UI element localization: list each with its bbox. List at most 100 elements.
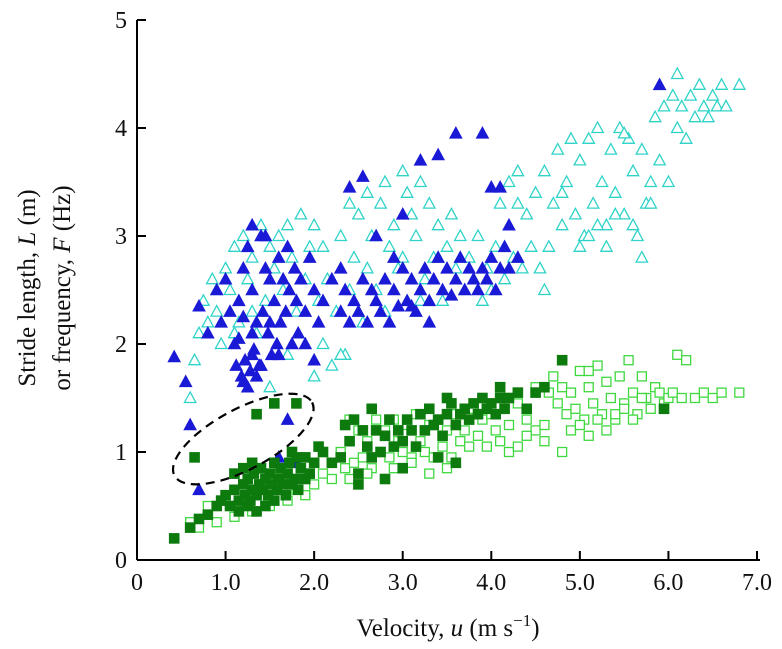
data-point-series-1 bbox=[524, 239, 538, 252]
data-point-series-2 bbox=[457, 282, 472, 296]
data-point-series-1 bbox=[635, 250, 649, 263]
data-point-series-4 bbox=[266, 479, 277, 490]
data-point-series-3 bbox=[512, 398, 524, 409]
data-point-series-2 bbox=[263, 271, 277, 285]
annotation-layer bbox=[171, 392, 315, 486]
data-point-series-3 bbox=[202, 500, 214, 512]
data-point-series-1 bbox=[617, 126, 631, 139]
data-point-series-2 bbox=[369, 228, 383, 242]
data-point-series-1 bbox=[581, 228, 596, 242]
data-point-series-2 bbox=[440, 261, 454, 274]
data-point-series-4 bbox=[189, 452, 200, 463]
data-point-series-3 bbox=[339, 463, 351, 474]
data-point-series-2 bbox=[261, 325, 275, 339]
data-point-series-4 bbox=[262, 489, 274, 501]
data-point-series-2 bbox=[426, 271, 441, 285]
data-point-series-1 bbox=[236, 228, 251, 242]
data-point-series-1 bbox=[187, 352, 202, 366]
data-point-series-1 bbox=[201, 315, 215, 328]
data-point-series-1 bbox=[333, 347, 348, 360]
data-point-series-4 bbox=[494, 381, 506, 393]
data-point-series-2 bbox=[351, 304, 366, 317]
data-point-series-3 bbox=[441, 463, 453, 474]
data-point-series-3 bbox=[689, 392, 701, 404]
data-point-series-4 bbox=[286, 446, 298, 458]
data-point-series-2 bbox=[484, 180, 499, 193]
data-point-series-2 bbox=[338, 282, 352, 296]
data-point-series-3 bbox=[734, 387, 745, 398]
data-point-series-1 bbox=[271, 228, 286, 242]
data-point-series-1 bbox=[440, 239, 454, 252]
data-point-series-2 bbox=[404, 298, 419, 312]
data-point-series-4 bbox=[658, 403, 670, 415]
data-point-series-1 bbox=[205, 271, 220, 285]
x-tick-label: 3.0 bbox=[388, 570, 418, 596]
data-point-series-2 bbox=[245, 325, 259, 339]
y-ticks: 0 1 2 3 4 5 bbox=[115, 8, 146, 574]
data-point-series-3 bbox=[424, 468, 435, 479]
data-point-series-2 bbox=[214, 315, 228, 328]
data-point-series-2 bbox=[298, 304, 313, 317]
data-point-series-1 bbox=[183, 390, 197, 404]
data-point-series-4 bbox=[432, 452, 444, 463]
data-point-series-1 bbox=[218, 261, 233, 274]
data-point-series-3 bbox=[388, 463, 400, 474]
data-point-series-1 bbox=[533, 261, 547, 274]
data-point-series-1 bbox=[413, 293, 428, 306]
data-point-series-1 bbox=[307, 369, 321, 382]
data-point-series-2 bbox=[484, 250, 499, 263]
data-point-series-4 bbox=[397, 462, 409, 474]
x-tick-label: 0 bbox=[131, 570, 143, 596]
data-point-series-4 bbox=[463, 414, 475, 425]
data-point-series-1 bbox=[670, 66, 685, 80]
data-point-series-4 bbox=[257, 484, 269, 496]
data-point-series-3 bbox=[592, 414, 603, 425]
data-point-series-4 bbox=[335, 452, 347, 463]
data-point-series-4 bbox=[193, 513, 205, 525]
data-point-series-2 bbox=[291, 325, 306, 339]
data-point-series-2 bbox=[232, 331, 246, 344]
data-point-series-2 bbox=[387, 282, 401, 296]
data-point-series-3 bbox=[326, 473, 338, 485]
data-point-series-4 bbox=[370, 425, 382, 436]
data-point-series-2 bbox=[356, 271, 370, 285]
data-point-series-4 bbox=[242, 500, 254, 512]
data-point-series-4 bbox=[361, 441, 373, 452]
data-point-series-1 bbox=[590, 120, 605, 134]
data-point-series-2 bbox=[444, 288, 459, 301]
data-point-series-3 bbox=[707, 392, 718, 404]
data-point-series-4 bbox=[233, 506, 245, 517]
data-point-series-3 bbox=[592, 360, 603, 371]
data-point-series-1 bbox=[648, 109, 662, 123]
data-point-series-1 bbox=[333, 228, 348, 242]
data-point-series-2 bbox=[270, 336, 284, 350]
x-tick-label: 4.0 bbox=[476, 570, 506, 596]
data-point-series-1 bbox=[670, 120, 685, 134]
data-point-series-1 bbox=[581, 131, 596, 144]
data-point-series-1 bbox=[630, 228, 645, 242]
data-point-series-4 bbox=[348, 414, 360, 425]
data-point-series-3 bbox=[570, 403, 581, 414]
data-point-series-1 bbox=[444, 207, 459, 220]
data-point-series-2 bbox=[255, 304, 270, 317]
data-point-series-1 bbox=[285, 250, 299, 263]
data-point-series-2 bbox=[488, 282, 503, 296]
data-point-series-4 bbox=[255, 462, 267, 474]
data-point-series-2 bbox=[435, 282, 450, 296]
x-ticks: 0 1.0 2.0 3.0 4.0 5.0 6.0 7.0 bbox=[131, 551, 772, 596]
data-point-series-4 bbox=[344, 435, 355, 447]
data-point-series-4 bbox=[477, 392, 488, 404]
data-point-series-2 bbox=[356, 169, 370, 182]
data-point-series-1 bbox=[316, 336, 330, 350]
data-point-series-4 bbox=[295, 462, 307, 474]
data-point-series-1 bbox=[528, 185, 543, 198]
data-point-series-1 bbox=[714, 77, 729, 90]
data-point-series-1 bbox=[568, 207, 583, 220]
data-point-series-4 bbox=[503, 392, 515, 404]
data-point-series-4 bbox=[275, 462, 286, 474]
data-point-series-1 bbox=[263, 239, 277, 252]
data-point-series-2 bbox=[493, 180, 507, 193]
data-point-series-3 bbox=[618, 403, 630, 414]
data-point-series-1 bbox=[302, 239, 317, 252]
data-point-series-3 bbox=[384, 452, 395, 463]
